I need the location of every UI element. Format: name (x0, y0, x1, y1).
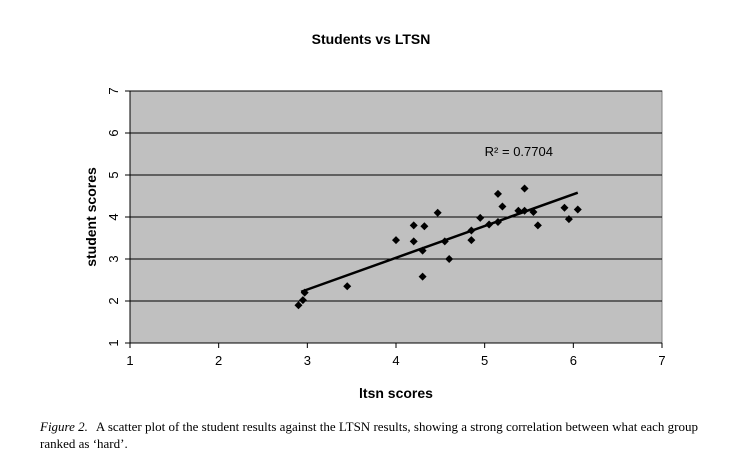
gridlines (130, 90, 662, 302)
trendline-line (300, 191, 579, 293)
data-point (520, 206, 529, 215)
data-point (445, 255, 454, 263)
data-point (298, 296, 307, 305)
x-tick-label: 7 (658, 353, 665, 368)
data-point (343, 282, 352, 291)
y-tick-label: 4 (106, 213, 121, 220)
data-point (440, 237, 449, 246)
x-tick-label: 2 (215, 353, 222, 368)
x-tick-label: 3 (304, 353, 311, 368)
data-point (476, 213, 485, 222)
y-tick-label: 2 (106, 297, 121, 304)
y-tick-label: 7 (106, 87, 121, 94)
data-point (560, 203, 569, 212)
data-points (294, 184, 582, 310)
x-tick-label: 5 (481, 353, 488, 368)
y-tick-label: 6 (106, 129, 121, 136)
data-point (485, 220, 494, 229)
trendline: R² = 0.7704 (300, 144, 579, 293)
data-point (493, 218, 502, 227)
data-point (520, 184, 529, 193)
x-ticks: 1 2 3 4 5 6 7 (126, 343, 666, 368)
data-point (573, 205, 582, 214)
figure-caption: Figure 2. A scatter plot of the student r… (40, 418, 720, 452)
scatter-chart: Students vs LTSN 1 2 3 4 5 6 7 1 2 3 4 5 6 7 R² = 0.… (83, 31, 666, 401)
data-point (514, 206, 523, 215)
y-tick-label: 3 (106, 255, 121, 262)
data-point (467, 236, 476, 245)
x-tick-label: 4 (392, 353, 399, 368)
data-point (433, 208, 442, 217)
data-point (420, 222, 429, 231)
y-tick-label: 1 (106, 339, 121, 346)
x-axis-label: ltsn scores (359, 385, 433, 401)
data-point (467, 226, 476, 235)
data-point (418, 272, 427, 281)
figure-label: Figure 2. (40, 419, 88, 434)
x-tick-label: 6 (570, 353, 577, 368)
x-tick-label: 1 (126, 353, 133, 368)
data-point (533, 221, 542, 230)
data-point (529, 207, 538, 216)
y-axis-label: student scores (83, 167, 99, 267)
y-tick-label: 5 (106, 171, 121, 178)
data-point (409, 237, 418, 246)
r-squared-label: R² = 0.7704 (485, 144, 553, 159)
data-point (392, 236, 400, 245)
figure-caption-text: A scatter plot of the student results ag… (40, 419, 698, 451)
data-point (418, 246, 427, 255)
data-point (493, 189, 502, 198)
chart-title: Students vs LTSN (312, 31, 431, 47)
data-point (294, 301, 303, 310)
data-point (300, 288, 309, 297)
data-point (409, 221, 418, 230)
data-point (498, 202, 507, 211)
data-point (564, 215, 573, 224)
y-ticks: 1 2 3 4 5 6 7 (106, 87, 130, 347)
